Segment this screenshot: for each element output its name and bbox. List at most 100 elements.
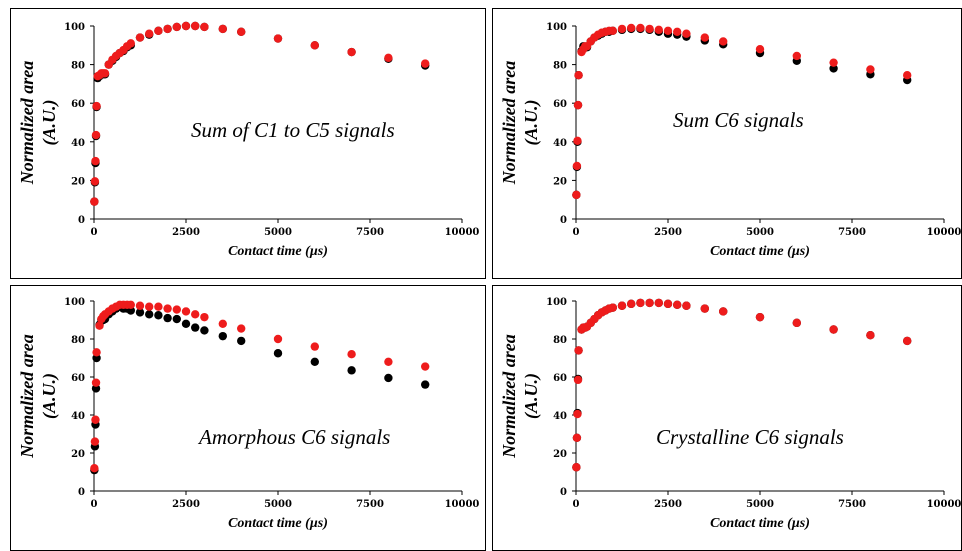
data-point (91, 378, 101, 387)
x-tick-label: 5000 (746, 499, 774, 510)
data-point (191, 310, 200, 319)
y-tick-label: 20 (553, 449, 567, 460)
x-tick-label: 10000 (445, 499, 480, 510)
series-black (90, 21, 430, 206)
y-axis-title-line1: Normalized area (17, 61, 37, 186)
data-point (145, 310, 154, 319)
data-point (95, 321, 104, 330)
data-point (200, 326, 209, 335)
chart-annotation: Sum C6 signals (673, 108, 804, 132)
y-tick-label: 60 (71, 373, 85, 384)
data-point (273, 334, 283, 344)
y-tick-label: 20 (71, 449, 85, 460)
data-point (573, 100, 583, 110)
x-tick-label: 0 (91, 227, 98, 238)
data-point (663, 26, 673, 36)
data-point (310, 357, 319, 366)
data-point (218, 319, 227, 328)
data-point (866, 65, 875, 74)
x-axis-title: Contact time (µs) (710, 516, 810, 531)
data-point (573, 409, 582, 419)
x-tick-label: 7500 (838, 227, 866, 238)
x-tick-label: 0 (91, 499, 98, 510)
data-point (645, 24, 654, 34)
data-point (172, 305, 181, 314)
y-tick-label: 0 (560, 215, 567, 226)
data-point (200, 312, 209, 322)
y-tick-label: 40 (71, 138, 85, 149)
data-point (145, 29, 154, 38)
data-point (572, 161, 582, 171)
y-tick-label: 100 (546, 297, 567, 308)
data-point (191, 323, 200, 332)
x-tick-label: 5000 (264, 227, 292, 238)
data-point (100, 69, 110, 78)
y-tick-label: 0 (78, 215, 85, 226)
data-point (421, 362, 430, 371)
data-point (145, 302, 154, 311)
series-red (572, 23, 912, 200)
data-point (347, 350, 356, 359)
data-point (92, 101, 101, 111)
chart-annotation: Amorphous C6 signals (197, 425, 390, 449)
data-point (627, 23, 636, 33)
data-point (573, 136, 582, 146)
data-point (347, 47, 356, 57)
data-point (673, 300, 682, 309)
y-tick-label: 0 (560, 487, 567, 498)
data-point (135, 301, 145, 310)
x-axis-title: Contact time (µs) (228, 244, 328, 259)
x-tick-label: 7500 (838, 499, 866, 510)
x-tick-label: 5000 (264, 499, 292, 510)
data-point (347, 366, 356, 375)
y-tick-label: 100 (546, 22, 567, 33)
data-point (829, 325, 838, 334)
data-point (218, 331, 227, 341)
data-point (574, 71, 583, 80)
data-point (237, 336, 246, 346)
data-point (200, 22, 209, 32)
data-point (91, 415, 100, 424)
chart-svg: 0 2500 5000 7500 10000 0 20 40 60 80 100 Contact ti… (499, 297, 961, 531)
data-point (573, 375, 583, 385)
data-point (384, 357, 393, 366)
y-tick-label: 20 (71, 176, 85, 187)
data-point (792, 51, 801, 61)
x-tick-label: 10000 (927, 227, 961, 238)
series-red (90, 300, 430, 473)
chart-panel-sum-c6: 0 2500 5000 7500 10000 0 20 40 60 80 100 Contact ti… (492, 8, 962, 279)
data-point (181, 21, 191, 31)
y-axis-title-line2: (A.U.) (39, 100, 60, 146)
data-point (645, 298, 654, 308)
data-point (172, 314, 181, 324)
data-point (755, 44, 765, 54)
y-tick-label: 60 (553, 373, 567, 384)
data-point (181, 307, 191, 316)
y-tick-label: 60 (71, 99, 85, 110)
y-axis-title-line1: Normalized area (17, 334, 37, 459)
data-point (91, 156, 100, 166)
series-red (572, 298, 912, 472)
data-point (237, 27, 246, 36)
x-axis-title: Contact time (µs) (710, 244, 810, 259)
data-point (572, 433, 582, 442)
data-point (90, 464, 99, 473)
chart-svg: 0 2500 5000 7500 10000 0 20 40 60 80 100 Contact ti… (17, 297, 480, 531)
y-tick-label: 80 (553, 61, 567, 72)
y-axis-title-line2: (A.U.) (521, 100, 542, 146)
data-point (384, 373, 393, 383)
data-point (91, 130, 101, 140)
y-axis-title-line2: (A.U.) (39, 373, 60, 419)
chart-panel-crystalline-c6: 0 2500 5000 7500 10000 0 20 40 60 80 100 Contact ti… (492, 285, 962, 551)
y-tick-label: 0 (78, 487, 85, 498)
data-point (154, 302, 163, 311)
data-point (636, 298, 645, 308)
chart-panel-c1-c5: 0 2500 5000 7500 10000 0 20 40 60 80 100 Contact ti… (10, 8, 486, 279)
y-tick-label: 40 (553, 411, 567, 422)
chart-annotation: Crystalline C6 signals (656, 425, 844, 449)
data-point (135, 33, 145, 42)
y-axis-title-line2: (A.U.) (521, 373, 542, 419)
data-point (163, 304, 172, 313)
data-point (574, 346, 583, 355)
x-tick-label: 7500 (356, 499, 384, 510)
